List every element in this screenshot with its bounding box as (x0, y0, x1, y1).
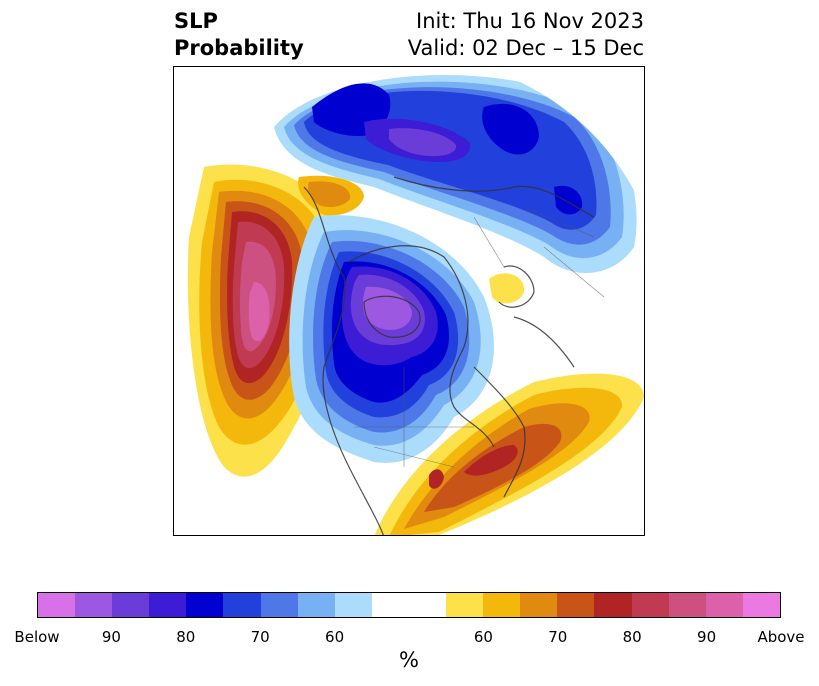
colorbar-below-0 (38, 593, 76, 617)
colorbar-below-8 (334, 593, 372, 617)
anomaly-arctic (274, 74, 637, 274)
anomaly-canada (289, 215, 494, 463)
colorbar-below-5 (223, 593, 261, 617)
colorbar-below-1 (75, 593, 113, 617)
colorbar-above-0 (446, 593, 484, 617)
colorbar-above-8 (742, 593, 780, 617)
title-variable: SLP Probability (174, 8, 304, 62)
colorbar-tick-0: Below (14, 628, 60, 646)
colorbar-tick-8: 90 (697, 628, 717, 646)
colorbar-above-4 (594, 593, 632, 617)
colorbar-above-2 (520, 593, 558, 617)
title-line-2: Probability (174, 36, 304, 60)
colorbar-units: % (399, 648, 419, 672)
anomaly-east-us (374, 373, 644, 535)
colorbar-neutral (371, 593, 447, 617)
colorbar-below-3 (149, 593, 187, 617)
colorbar-tick-5: 60 (473, 628, 493, 646)
colorbar-above-6 (668, 593, 706, 617)
colorbar-below-6 (260, 593, 298, 617)
map-canvas (187, 74, 644, 535)
title-dates: Init: Thu 16 Nov 2023 Valid: 02 Dec – 15… (408, 8, 644, 62)
coastlines (303, 176, 595, 535)
colorbar-tick-2: 80 (176, 628, 196, 646)
colorbar-tick-4: 60 (325, 628, 345, 646)
colorbar-above-7 (705, 593, 743, 617)
colorbar-above-5 (631, 593, 669, 617)
colorbar-tick-3: 70 (250, 628, 270, 646)
colorbar-above-1 (483, 593, 521, 617)
anomaly-scandinavia (489, 273, 525, 304)
colorbar (37, 592, 781, 618)
colorbar-below-7 (297, 593, 335, 617)
colorbar-tick-6: 70 (548, 628, 568, 646)
title-line-1: SLP (174, 9, 218, 33)
colorbar-tick-7: 80 (622, 628, 642, 646)
colorbar-below-2 (112, 593, 150, 617)
borders (354, 206, 605, 468)
colorbar-above-3 (557, 593, 595, 617)
init-date: Init: Thu 16 Nov 2023 (416, 9, 644, 33)
colorbar-tick-1: 90 (101, 628, 121, 646)
valid-date: Valid: 02 Dec – 15 Dec (407, 36, 644, 60)
colorbar-tick-9: Above (757, 628, 805, 646)
probability-map (173, 66, 645, 536)
colorbar-below-4 (186, 593, 224, 617)
